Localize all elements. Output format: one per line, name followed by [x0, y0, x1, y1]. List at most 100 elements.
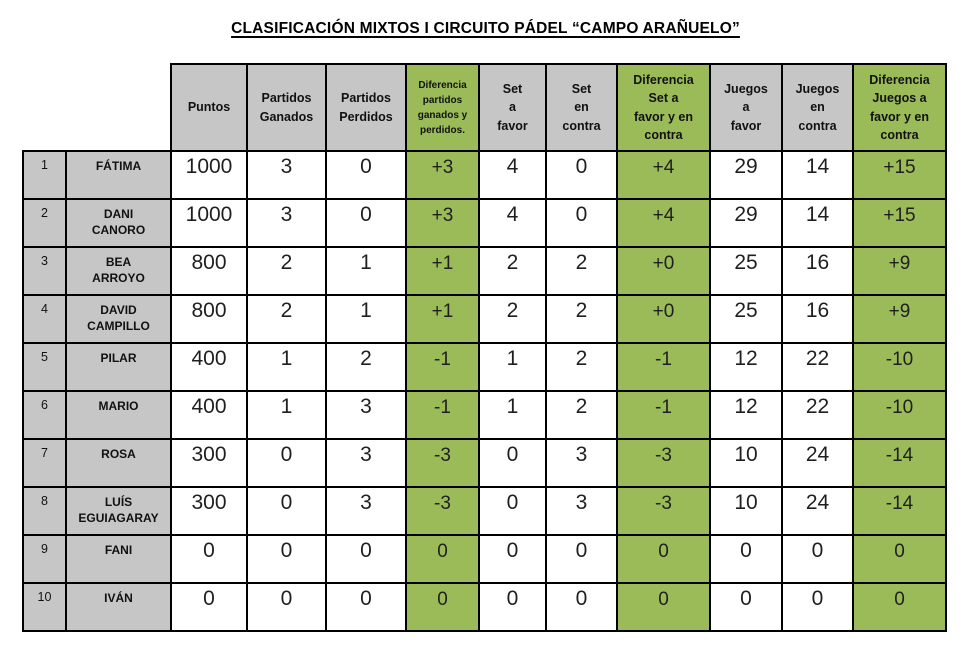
stat-cell: 0 [246, 582, 327, 632]
table-row: 6 MARIO 400 1 3 -1 1 2 -1 12 22 -10 [22, 390, 947, 440]
stat-cell: 0 [616, 582, 711, 632]
stat-cell: 3 [325, 486, 407, 536]
stat-cell: -14 [852, 486, 947, 536]
player-name-cell: DANI CANORO [65, 198, 172, 248]
player-name-cell: DAVID CAMPILLO [65, 294, 172, 344]
stat-cell: 3 [325, 438, 407, 488]
table-row: 7 ROSA 300 0 3 -3 0 3 -3 10 24 -14 [22, 438, 947, 488]
stat-cell: +9 [852, 246, 947, 296]
stat-cell: 0 [325, 582, 407, 632]
stat-cell: 1 [478, 342, 547, 392]
stat-cell: +0 [616, 294, 711, 344]
stat-cell: 24 [781, 486, 854, 536]
stat-cell: 0 [405, 582, 480, 632]
stat-cell: +4 [616, 198, 711, 248]
column-header: Diferencia Juegos a favor y en contra [852, 63, 947, 152]
stat-cell: 29 [709, 198, 783, 248]
table-row: 2 DANI CANORO 1000 3 0 +3 4 0 +4 29 14 +15 [22, 198, 947, 248]
table-row: 1 FÁTIMA 1000 3 0 +3 4 0 +4 29 14 +15 [22, 150, 947, 200]
stat-cell: 400 [170, 390, 248, 440]
stat-cell: 0 [246, 486, 327, 536]
stat-cell: 0 [405, 534, 480, 584]
player-name-cell: FANI [65, 534, 172, 584]
rank-cell: 3 [22, 246, 67, 296]
stat-cell: -1 [405, 342, 480, 392]
player-name-cell: FÁTIMA [65, 150, 172, 200]
stat-cell: -3 [405, 486, 480, 536]
stat-cell: 0 [478, 534, 547, 584]
stat-cell: 2 [478, 294, 547, 344]
stat-cell: 4 [478, 150, 547, 200]
stat-cell: 1000 [170, 150, 248, 200]
stat-cell: 16 [781, 294, 854, 344]
stat-cell: 12 [709, 390, 783, 440]
stat-cell: 0 [545, 582, 618, 632]
stat-cell: 24 [781, 438, 854, 488]
stat-cell: 2 [545, 342, 618, 392]
column-header: Puntos [170, 63, 248, 152]
stat-cell: 10 [709, 438, 783, 488]
stat-cell: 0 [246, 534, 327, 584]
rank-cell: 1 [22, 150, 67, 200]
stat-cell: 12 [709, 342, 783, 392]
stat-cell: 800 [170, 294, 248, 344]
stat-cell: -3 [616, 438, 711, 488]
stat-cell: 16 [781, 246, 854, 296]
stat-cell: 400 [170, 342, 248, 392]
stat-cell: 0 [852, 582, 947, 632]
stat-cell: 0 [709, 534, 783, 584]
page-title: CLASIFICACIÓN MIXTOS I CIRCUITO PÁDEL “C… [231, 20, 740, 37]
stat-cell: 2 [545, 390, 618, 440]
stat-cell: 1 [325, 246, 407, 296]
player-name-cell: IVÁN [65, 582, 172, 632]
column-header: Juegos en contra [781, 63, 854, 152]
table-row: 5 PILAR 400 1 2 -1 1 2 -1 12 22 -10 [22, 342, 947, 392]
column-header: Partidos Ganados [246, 63, 327, 152]
stat-cell: 0 [852, 534, 947, 584]
stat-cell: +3 [405, 198, 480, 248]
stat-cell: 3 [325, 390, 407, 440]
stat-cell: 14 [781, 198, 854, 248]
stat-cell: -14 [852, 438, 947, 488]
stat-cell: 2 [545, 294, 618, 344]
stat-cell: 300 [170, 486, 248, 536]
rank-cell: 9 [22, 534, 67, 584]
player-name-cell: MARIO [65, 390, 172, 440]
stat-cell: 1000 [170, 198, 248, 248]
stat-cell: -3 [616, 486, 711, 536]
rank-cell: 4 [22, 294, 67, 344]
stat-cell: 0 [246, 438, 327, 488]
stat-cell: 0 [170, 534, 248, 584]
stat-cell: 300 [170, 438, 248, 488]
player-name-cell: PILAR [65, 342, 172, 392]
column-header: Juegos a favor [709, 63, 783, 152]
stat-cell: 0 [170, 582, 248, 632]
stat-cell: +15 [852, 150, 947, 200]
stat-cell: +1 [405, 294, 480, 344]
stat-cell: 0 [325, 150, 407, 200]
stat-cell: 22 [781, 342, 854, 392]
stat-cell: 0 [545, 150, 618, 200]
stat-cell: -1 [616, 342, 711, 392]
stat-cell: 2 [545, 246, 618, 296]
stat-cell: 0 [478, 582, 547, 632]
column-header: Set a favor [478, 63, 547, 152]
stat-cell: +4 [616, 150, 711, 200]
stat-cell: 0 [478, 486, 547, 536]
rank-cell: 6 [22, 390, 67, 440]
stat-cell: 2 [325, 342, 407, 392]
player-name-cell: BEA ARROYO [65, 246, 172, 296]
stat-cell: -10 [852, 342, 947, 392]
column-header: Diferencia Set a favor y en contra [616, 63, 711, 152]
column-header: Partidos Perdidos [325, 63, 407, 152]
blank-corner-cell [23, 64, 66, 151]
stat-cell: 14 [781, 150, 854, 200]
stat-cell: 800 [170, 246, 248, 296]
stat-cell: -1 [405, 390, 480, 440]
stat-cell: 0 [325, 534, 407, 584]
stat-cell: 0 [545, 198, 618, 248]
player-name-cell: LUÍS EGUIAGARAY [65, 486, 172, 536]
rank-cell: 7 [22, 438, 67, 488]
